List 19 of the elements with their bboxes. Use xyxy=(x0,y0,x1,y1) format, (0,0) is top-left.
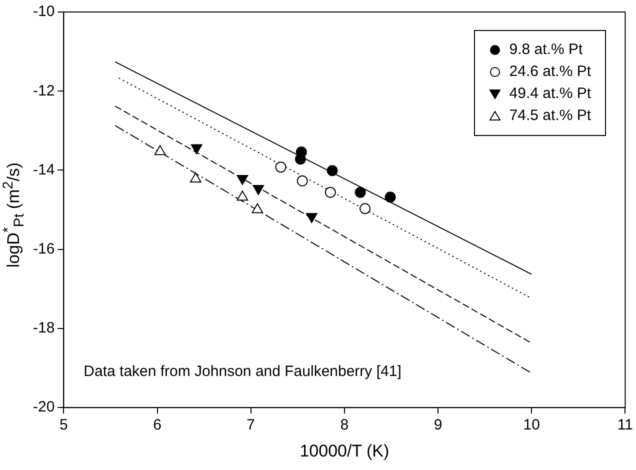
x-tick-label: 7 xyxy=(246,416,256,434)
y-tick-label: -10 xyxy=(32,3,55,20)
x-axis-title: 10000/T (K) xyxy=(300,441,390,460)
x-tick-label: 10 xyxy=(523,416,540,434)
y-tick-label: -16 xyxy=(32,240,55,258)
x-tick-label: 5 xyxy=(60,416,68,434)
legend-label: 74.5 at.% Pt xyxy=(509,106,591,126)
x-tick-label: 6 xyxy=(153,416,162,434)
y-tick-label: -20 xyxy=(32,398,55,416)
y-tick-label: -18 xyxy=(32,320,55,337)
legend-label: 49.4 at.% Pt xyxy=(509,84,591,104)
x-tick-label: 9 xyxy=(434,416,442,434)
annotation: Data taken from Johnson and Faulkenberry [41] xyxy=(84,363,402,380)
y-tick-label: -14 xyxy=(32,161,55,178)
legend-label: 24.6 at.% Pt xyxy=(509,62,591,82)
x-tick-label: 8 xyxy=(340,416,349,434)
x-tick-label: 11 xyxy=(617,416,634,434)
legend-label: 9.8 at.% Pt xyxy=(509,40,583,60)
y-tick-label: -12 xyxy=(32,82,55,100)
